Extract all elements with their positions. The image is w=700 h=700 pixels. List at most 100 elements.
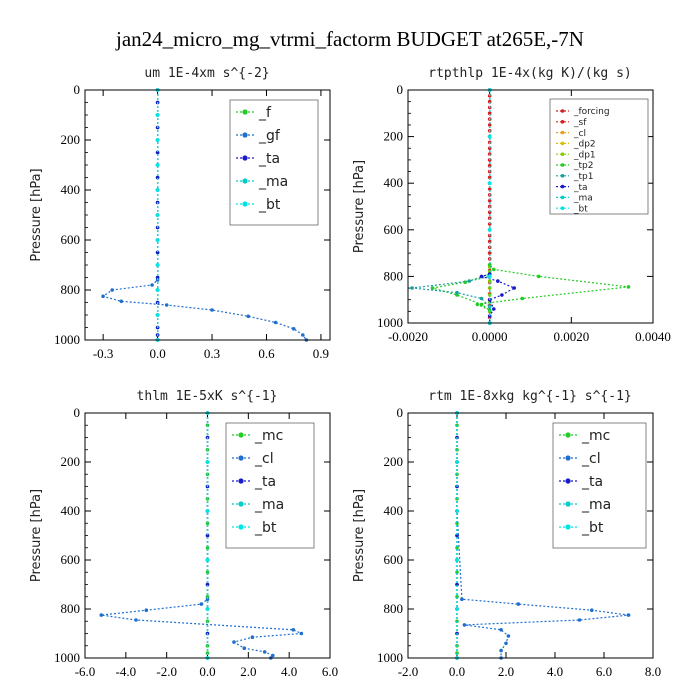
data-point-rtpthlp-7 <box>512 286 516 290</box>
data-point-rtm-1 <box>499 628 503 632</box>
y-axis-label-rtm: Pressure [hPa] <box>352 489 367 582</box>
data-point-thlm-1 <box>134 618 138 622</box>
data-point-um-4 <box>155 163 160 167</box>
data-point-thlm-1 <box>271 653 275 658</box>
data-point-rtm-1 <box>499 648 503 653</box>
ticks-thlm: 0 200 400 600 800 1000-6.0 -4.0 -2.0 0.0 2.0 4.0 6.… <box>54 405 338 679</box>
series-line-rtpthlp-7 <box>479 90 516 323</box>
data-point-um-1 <box>246 314 251 319</box>
legend-label-thlm: _mc <box>254 428 283 444</box>
data-point-um-4 <box>155 313 160 317</box>
data-point-um-1 <box>291 327 296 331</box>
y-tick-label-um: 600 <box>61 232 81 247</box>
data-point-rtm-1 <box>516 602 521 606</box>
data-point-thlm-0 <box>205 546 210 550</box>
data-point-rtm-4 <box>455 558 459 562</box>
data-point-um-2 <box>155 150 160 155</box>
data-point-thlm-4 <box>205 558 210 562</box>
data-point-um-4 <box>155 113 160 117</box>
x-tick-label-thlm: 0.0 <box>199 664 215 679</box>
data-point-um-4 <box>155 213 160 217</box>
legend-marker-rtm <box>565 455 571 461</box>
legend-label-um: _gf <box>258 128 281 144</box>
legend-label-rtpthlp: _dp2 <box>573 140 596 150</box>
data-point-rtm-1 <box>462 623 467 627</box>
y-tick-label-rtm: 0 <box>397 405 404 420</box>
legend-label-thlm: _cl <box>254 451 274 467</box>
y-tick-label-um: 800 <box>61 282 81 297</box>
y-tick-label-rtm: 200 <box>384 454 404 469</box>
figure-title: jan24_micro_mg_vtrmi_factorm BUDGET at26… <box>115 27 584 51</box>
data-point-rtpthlp-9 <box>487 274 492 279</box>
data-point-um-4 <box>155 238 160 242</box>
legend-marker-rtpthlp <box>560 141 565 146</box>
y-tick-label-thlm: 800 <box>61 601 81 616</box>
series-line-thlm-1 <box>101 413 302 659</box>
series-thlm <box>99 411 304 660</box>
x-tick-label-rtm: 4.0 <box>547 664 563 679</box>
legend-label-rtm: _ta <box>581 474 603 490</box>
data-point-thlm-0 <box>205 521 210 526</box>
y-tick-label-thlm: 1000 <box>54 650 80 665</box>
data-point-rtpthlp-5 <box>520 296 525 301</box>
legend-marker-um <box>242 178 248 184</box>
legend-label-um: _ma <box>258 174 288 190</box>
x-tick-label-rtpthlp: 0.0020 <box>553 329 589 344</box>
data-point-rtpthlp-5 <box>430 286 435 290</box>
legend-label-rtpthlp: _ta <box>573 183 588 193</box>
panel-title-rtm: rtm 1E-8xkg kg^{-1} s^{-1} <box>428 389 632 404</box>
legend-label-um: _f <box>258 105 272 121</box>
legend-label-rtpthlp: _bt <box>573 204 588 214</box>
legend-thlm: _mc _cl _ta _ma _bt <box>225 422 315 549</box>
data-point-rtpthlp-9 <box>487 228 492 232</box>
data-point-thlm-1 <box>242 646 247 650</box>
data-point-rtm-0 <box>455 595 459 599</box>
legend-label-rtm: _cl <box>581 451 601 467</box>
y-tick-label-rtpthlp: 0 <box>397 82 404 97</box>
data-point-rtm-2 <box>455 533 459 538</box>
data-point-rtm-4 <box>455 460 459 464</box>
legend-marker-rtm <box>565 432 571 438</box>
data-point-rtpthlp-5 <box>492 267 496 272</box>
data-point-um-2 <box>155 175 160 180</box>
series-line-rtpthlp-5 <box>432 90 629 323</box>
x-tick-label-rtpthlp: 0.0000 <box>472 329 508 344</box>
x-tick-label-thlm: -6.0 <box>75 664 96 679</box>
x-tick-label-um: -0.3 <box>93 346 114 361</box>
data-point-thlm-0 <box>205 570 210 575</box>
data-point-rtpthlp-6 <box>479 296 484 301</box>
data-point-rtm-1 <box>577 618 582 622</box>
data-point-um-2 <box>155 250 160 255</box>
data-point-um-4 <box>155 263 160 267</box>
x-tick-label-rtpthlp: -0.0020 <box>388 329 428 344</box>
panel-rtpthlp: rtpthlp 1E-4x(kg K)/(kg s) 0 200 400 600 800… <box>352 66 671 344</box>
x-tick-label-rtm: 8.0 <box>645 664 661 679</box>
data-point-rtm-4 <box>455 509 459 513</box>
y-tick-label-um: 1000 <box>54 332 80 347</box>
data-point-rtpthlp-0 <box>487 187 492 191</box>
legend-marker-um <box>242 109 248 115</box>
data-point-thlm-1 <box>205 597 210 601</box>
data-point-um-1 <box>164 303 169 307</box>
legend-label-rtpthlp: _ma <box>573 194 593 204</box>
data-point-rtpthlp-0 <box>487 123 492 127</box>
ticks-rtm: 0 200 400 600 800 1000-2.0 0.0 2.0 4.0 6.0 8.0 <box>377 405 661 679</box>
y-tick-label-rtpthlp: 800 <box>384 268 404 283</box>
data-point-rtpthlp-0 <box>487 163 492 168</box>
legend-label-rtm: _bt <box>581 520 604 536</box>
data-point-um-1 <box>210 308 214 312</box>
legend-marker-rtm <box>565 524 571 530</box>
legend-label-rtpthlp: _tp1 <box>573 172 593 182</box>
data-point-rtm-4 <box>455 607 459 611</box>
data-point-rtm-1 <box>506 634 511 638</box>
y-tick-label-um: 200 <box>61 132 81 147</box>
series-um <box>101 88 309 342</box>
data-point-rtpthlp-0 <box>487 239 492 244</box>
y-tick-label-rtm: 600 <box>384 552 404 567</box>
legend-marker-thlm <box>238 501 244 507</box>
y-tick-label-thlm: 200 <box>61 454 81 469</box>
legend-label-rtpthlp: _sf <box>573 118 587 128</box>
data-point-rtm-1 <box>504 641 508 646</box>
y-axis-label-thlm: Pressure [hPa] <box>29 489 44 582</box>
